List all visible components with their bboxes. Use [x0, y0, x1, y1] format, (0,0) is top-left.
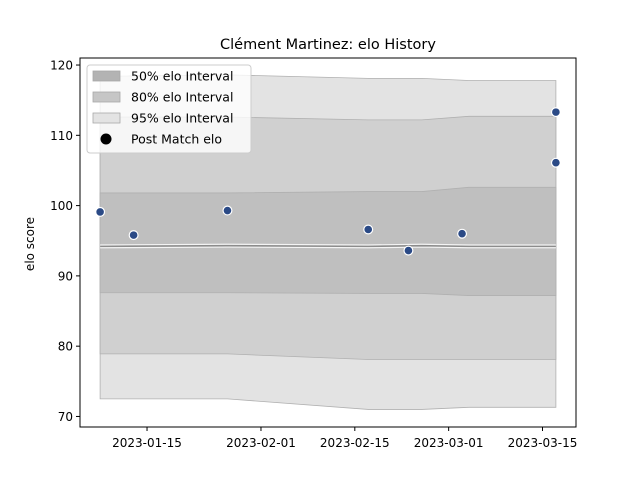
post-match-elo-point: [95, 206, 106, 217]
x-axis: 2023-01-15 2023-02-01 2023-02-15 2023-03-01…: [112, 427, 577, 450]
legend-frame: [86, 64, 252, 154]
y-tick-label: 110: [50, 129, 73, 143]
post-match-elo-point: [128, 230, 139, 241]
x-tick-label: 2023-03-01: [414, 436, 484, 450]
legend-label: 50% elo Interval: [131, 69, 233, 84]
interval-band-2: [99, 186, 557, 296]
legend-swatch: [92, 91, 121, 103]
y-tick-label: 120: [50, 59, 73, 73]
legend-swatch: [92, 112, 121, 124]
chart-title: Clément Martinez: elo History: [220, 37, 436, 53]
y-axis-label: elo score: [23, 217, 37, 271]
legend-marker-point: [100, 133, 112, 145]
legend-swatch: [92, 70, 121, 82]
x-tick-label: 2023-02-15: [320, 436, 390, 450]
post-match-elo-point: [222, 205, 233, 216]
y-tick-label: 90: [58, 269, 73, 283]
y-tick-label: 100: [50, 199, 73, 213]
plot-area: [95, 74, 561, 410]
y-axis: 70 80 90 100 110 120: [50, 59, 80, 424]
post-match-elo-point: [403, 245, 414, 256]
y-tick-label: 70: [58, 410, 73, 424]
legend-label: 80% elo Interval: [131, 90, 233, 105]
mean-elo-line: [100, 244, 556, 248]
plot-frame: [79, 57, 577, 428]
y-tick-label: 80: [58, 340, 73, 354]
x-tick-label: 2023-03-15: [508, 436, 578, 450]
x-tick-label: 2023-02-01: [226, 436, 296, 450]
x-tick-label: 2023-01-15: [112, 436, 182, 450]
post-match-elo-point: [550, 107, 561, 118]
legend-label: Post Match elo: [131, 132, 222, 147]
post-match-elo-point: [550, 157, 561, 168]
post-match-elo-point: [457, 228, 468, 239]
legend: 50% elo Interval 80% elo Interval 95% elo …: [86, 64, 252, 154]
legend-label: 95% elo Interval: [131, 111, 233, 126]
post-match-elo-point: [363, 224, 374, 235]
